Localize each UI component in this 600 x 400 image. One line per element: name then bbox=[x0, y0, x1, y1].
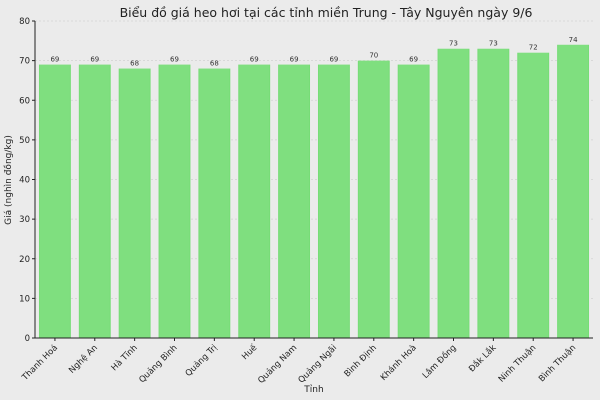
bar bbox=[38, 64, 71, 339]
bar bbox=[278, 64, 311, 339]
bar-value-label: 68 bbox=[130, 60, 139, 68]
chart-title: Biểu đồ giá heo hơi tại các tỉnh miền Tr… bbox=[120, 5, 533, 20]
y-tick-label: 10 bbox=[19, 294, 30, 304]
bar bbox=[517, 52, 550, 338]
bar-value-label: 69 bbox=[329, 56, 338, 64]
bar-value-label: 69 bbox=[290, 56, 299, 64]
bar bbox=[78, 64, 111, 339]
bar-sheen bbox=[558, 44, 589, 339]
x-tick-label: Quảng Bình bbox=[137, 342, 180, 385]
bar bbox=[198, 68, 231, 339]
bar-value-label: 73 bbox=[489, 40, 498, 48]
x-axis-label: Tỉnh bbox=[303, 384, 323, 395]
bar-value-label: 69 bbox=[409, 56, 418, 64]
y-tick-label: 60 bbox=[19, 96, 30, 106]
bar-value-label: 69 bbox=[90, 56, 99, 64]
bar-value-label: 72 bbox=[529, 44, 538, 52]
x-tick-label: Lâm Đồng bbox=[420, 342, 459, 381]
bar-sheen bbox=[438, 48, 469, 339]
y-tick-label: 70 bbox=[19, 57, 30, 67]
x-tick-label: Quảng Ngãi bbox=[296, 342, 339, 385]
y-tick-label: 80 bbox=[19, 17, 30, 27]
x-tick-label: Bình Thuận bbox=[537, 343, 578, 384]
x-tick-label: Ninh Thuận bbox=[497, 343, 539, 385]
y-tick-label: 50 bbox=[19, 136, 30, 146]
bar-sheen bbox=[199, 68, 230, 339]
y-axis-label: Giá (nghìn đồng/kg) bbox=[3, 135, 14, 225]
bar-sheen bbox=[239, 64, 270, 339]
bar bbox=[357, 60, 390, 338]
bar-value-label: 69 bbox=[250, 56, 259, 64]
x-tick-label: Khánh Hoà bbox=[379, 343, 419, 383]
bar-sheen bbox=[358, 60, 389, 338]
x-tick-label: Bình Định bbox=[343, 343, 379, 379]
bar-value-label: 69 bbox=[50, 56, 59, 64]
bar bbox=[437, 48, 470, 339]
bar bbox=[158, 64, 191, 339]
x-tick-label: Hà Tĩnh bbox=[110, 343, 140, 373]
y-axis-ticks: 0 10 20 30 40 50 60 70 80 bbox=[19, 17, 35, 344]
bar-sheen bbox=[279, 64, 310, 339]
bar bbox=[118, 68, 151, 339]
bars: 69 69 68 69 68 69 69 69 70 69 73 73 72 74 bbox=[38, 36, 590, 339]
bar-sheen bbox=[318, 64, 349, 339]
bar-sheen bbox=[518, 52, 549, 338]
bar bbox=[238, 64, 271, 339]
y-tick-label: 40 bbox=[19, 176, 30, 186]
y-tick-label: 20 bbox=[19, 255, 30, 265]
bar bbox=[477, 48, 510, 339]
bar-sheen bbox=[39, 64, 70, 339]
bar-value-label: 69 bbox=[170, 56, 179, 64]
x-tick-label: Huế bbox=[240, 342, 260, 362]
bar-sheen bbox=[79, 64, 110, 339]
bar bbox=[557, 44, 590, 339]
x-tick-label: Nghệ An bbox=[66, 342, 99, 375]
bar-value-label: 68 bbox=[210, 60, 219, 68]
bar-value-label: 70 bbox=[369, 52, 378, 60]
bar-sheen bbox=[119, 68, 150, 339]
bar-value-label: 73 bbox=[449, 40, 458, 48]
x-tick-label: Quảng Nam bbox=[256, 342, 300, 386]
bar-sheen bbox=[478, 48, 509, 339]
bar-value-label: 74 bbox=[569, 36, 578, 44]
bar-sheen bbox=[159, 64, 190, 339]
y-tick-label: 0 bbox=[25, 334, 30, 344]
bar bbox=[397, 64, 430, 339]
bar bbox=[317, 64, 350, 339]
y-tick-label: 30 bbox=[19, 215, 30, 225]
x-tick-label: Thanh Hoá bbox=[20, 343, 60, 383]
bar-sheen bbox=[398, 64, 429, 339]
x-tick-label: Quảng Trị bbox=[183, 342, 219, 378]
x-tick-label: Đắk Lắk bbox=[466, 342, 498, 374]
